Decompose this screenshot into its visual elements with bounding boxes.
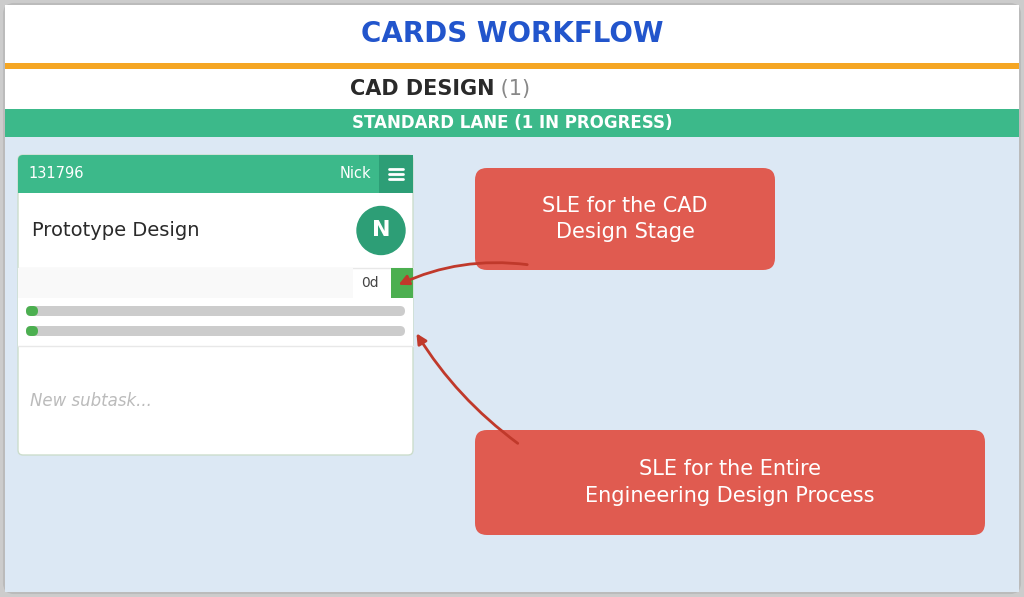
Bar xyxy=(5,69,1019,109)
FancyBboxPatch shape xyxy=(26,326,38,336)
Bar xyxy=(379,155,413,193)
Bar xyxy=(5,137,1019,592)
FancyBboxPatch shape xyxy=(475,430,985,535)
FancyBboxPatch shape xyxy=(26,306,38,316)
Text: Prototype Design: Prototype Design xyxy=(32,221,200,240)
Bar xyxy=(18,174,413,193)
Bar xyxy=(5,5,1019,63)
Text: Nick: Nick xyxy=(339,167,371,181)
Text: (1): (1) xyxy=(494,79,530,99)
Bar xyxy=(391,268,413,298)
Bar xyxy=(5,63,1019,69)
Bar xyxy=(18,298,413,346)
FancyBboxPatch shape xyxy=(4,4,1020,593)
Text: SLE for the CAD
Design Stage: SLE for the CAD Design Stage xyxy=(543,196,708,242)
FancyBboxPatch shape xyxy=(18,155,413,455)
FancyBboxPatch shape xyxy=(475,168,775,270)
Text: CAD DESIGN: CAD DESIGN xyxy=(349,79,494,99)
Text: CARDS WORKFLOW: CARDS WORKFLOW xyxy=(360,20,664,48)
FancyBboxPatch shape xyxy=(26,326,406,336)
Circle shape xyxy=(357,207,406,254)
Bar xyxy=(379,174,413,193)
Text: N: N xyxy=(372,220,390,241)
Text: New subtask...: New subtask... xyxy=(30,392,152,410)
Text: 131796: 131796 xyxy=(28,167,84,181)
Bar xyxy=(18,268,353,298)
Text: STANDARD LANE (1 IN PROGRESS): STANDARD LANE (1 IN PROGRESS) xyxy=(352,114,672,132)
Text: SLE for the Entire
Engineering Design Process: SLE for the Entire Engineering Design Pr… xyxy=(586,459,874,506)
Text: 0d: 0d xyxy=(361,276,379,290)
FancyBboxPatch shape xyxy=(26,306,406,316)
FancyBboxPatch shape xyxy=(18,155,413,193)
Bar xyxy=(5,109,1019,137)
